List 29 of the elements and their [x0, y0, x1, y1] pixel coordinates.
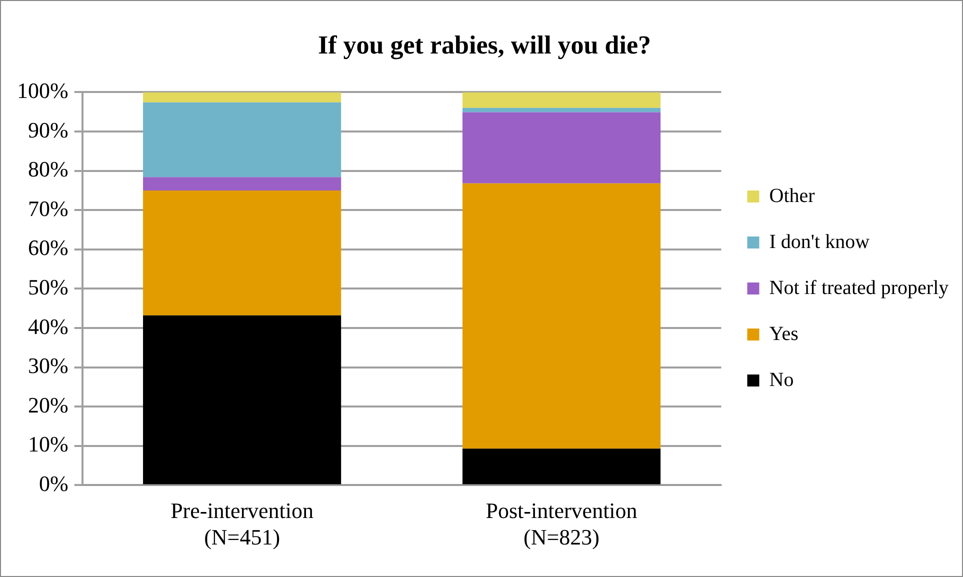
legend-label: Other: [769, 184, 816, 207]
legend-label: Yes: [769, 322, 799, 345]
y-tick-label: 10%: [28, 432, 68, 457]
legend-label: Not if treated properly: [769, 276, 949, 299]
bar: [143, 92, 342, 102]
y-tick-label: 90%: [28, 117, 68, 142]
legend-label: I don't know: [769, 230, 870, 253]
bar: [143, 177, 342, 190]
bar: [462, 183, 661, 449]
y-tick-label: 30%: [28, 353, 68, 378]
bar: [462, 112, 661, 184]
bar: [462, 448, 661, 484]
bar: [462, 108, 661, 112]
bar: [143, 315, 342, 484]
y-tick-label: 70%: [28, 196, 68, 221]
y-tick-label: 50%: [28, 274, 68, 300]
bar: [462, 92, 661, 108]
chart-title: If you get rabies, will you die?: [318, 30, 651, 60]
x-tick-label: Post-intervention (N=823): [486, 498, 638, 550]
y-tick-label: 40%: [28, 314, 68, 339]
legend-label: No: [769, 368, 794, 391]
y-tick-label: 20%: [28, 392, 68, 418]
y-tick-label: 80%: [28, 156, 68, 182]
bar: [143, 190, 342, 316]
y-tick-label: 100%: [17, 78, 68, 103]
y-tick-label: 0%: [39, 470, 68, 496]
y-tick-label: 60%: [28, 235, 68, 260]
bar: [143, 102, 342, 178]
x-tick-label: Pre-intervention (N=451): [170, 498, 314, 550]
